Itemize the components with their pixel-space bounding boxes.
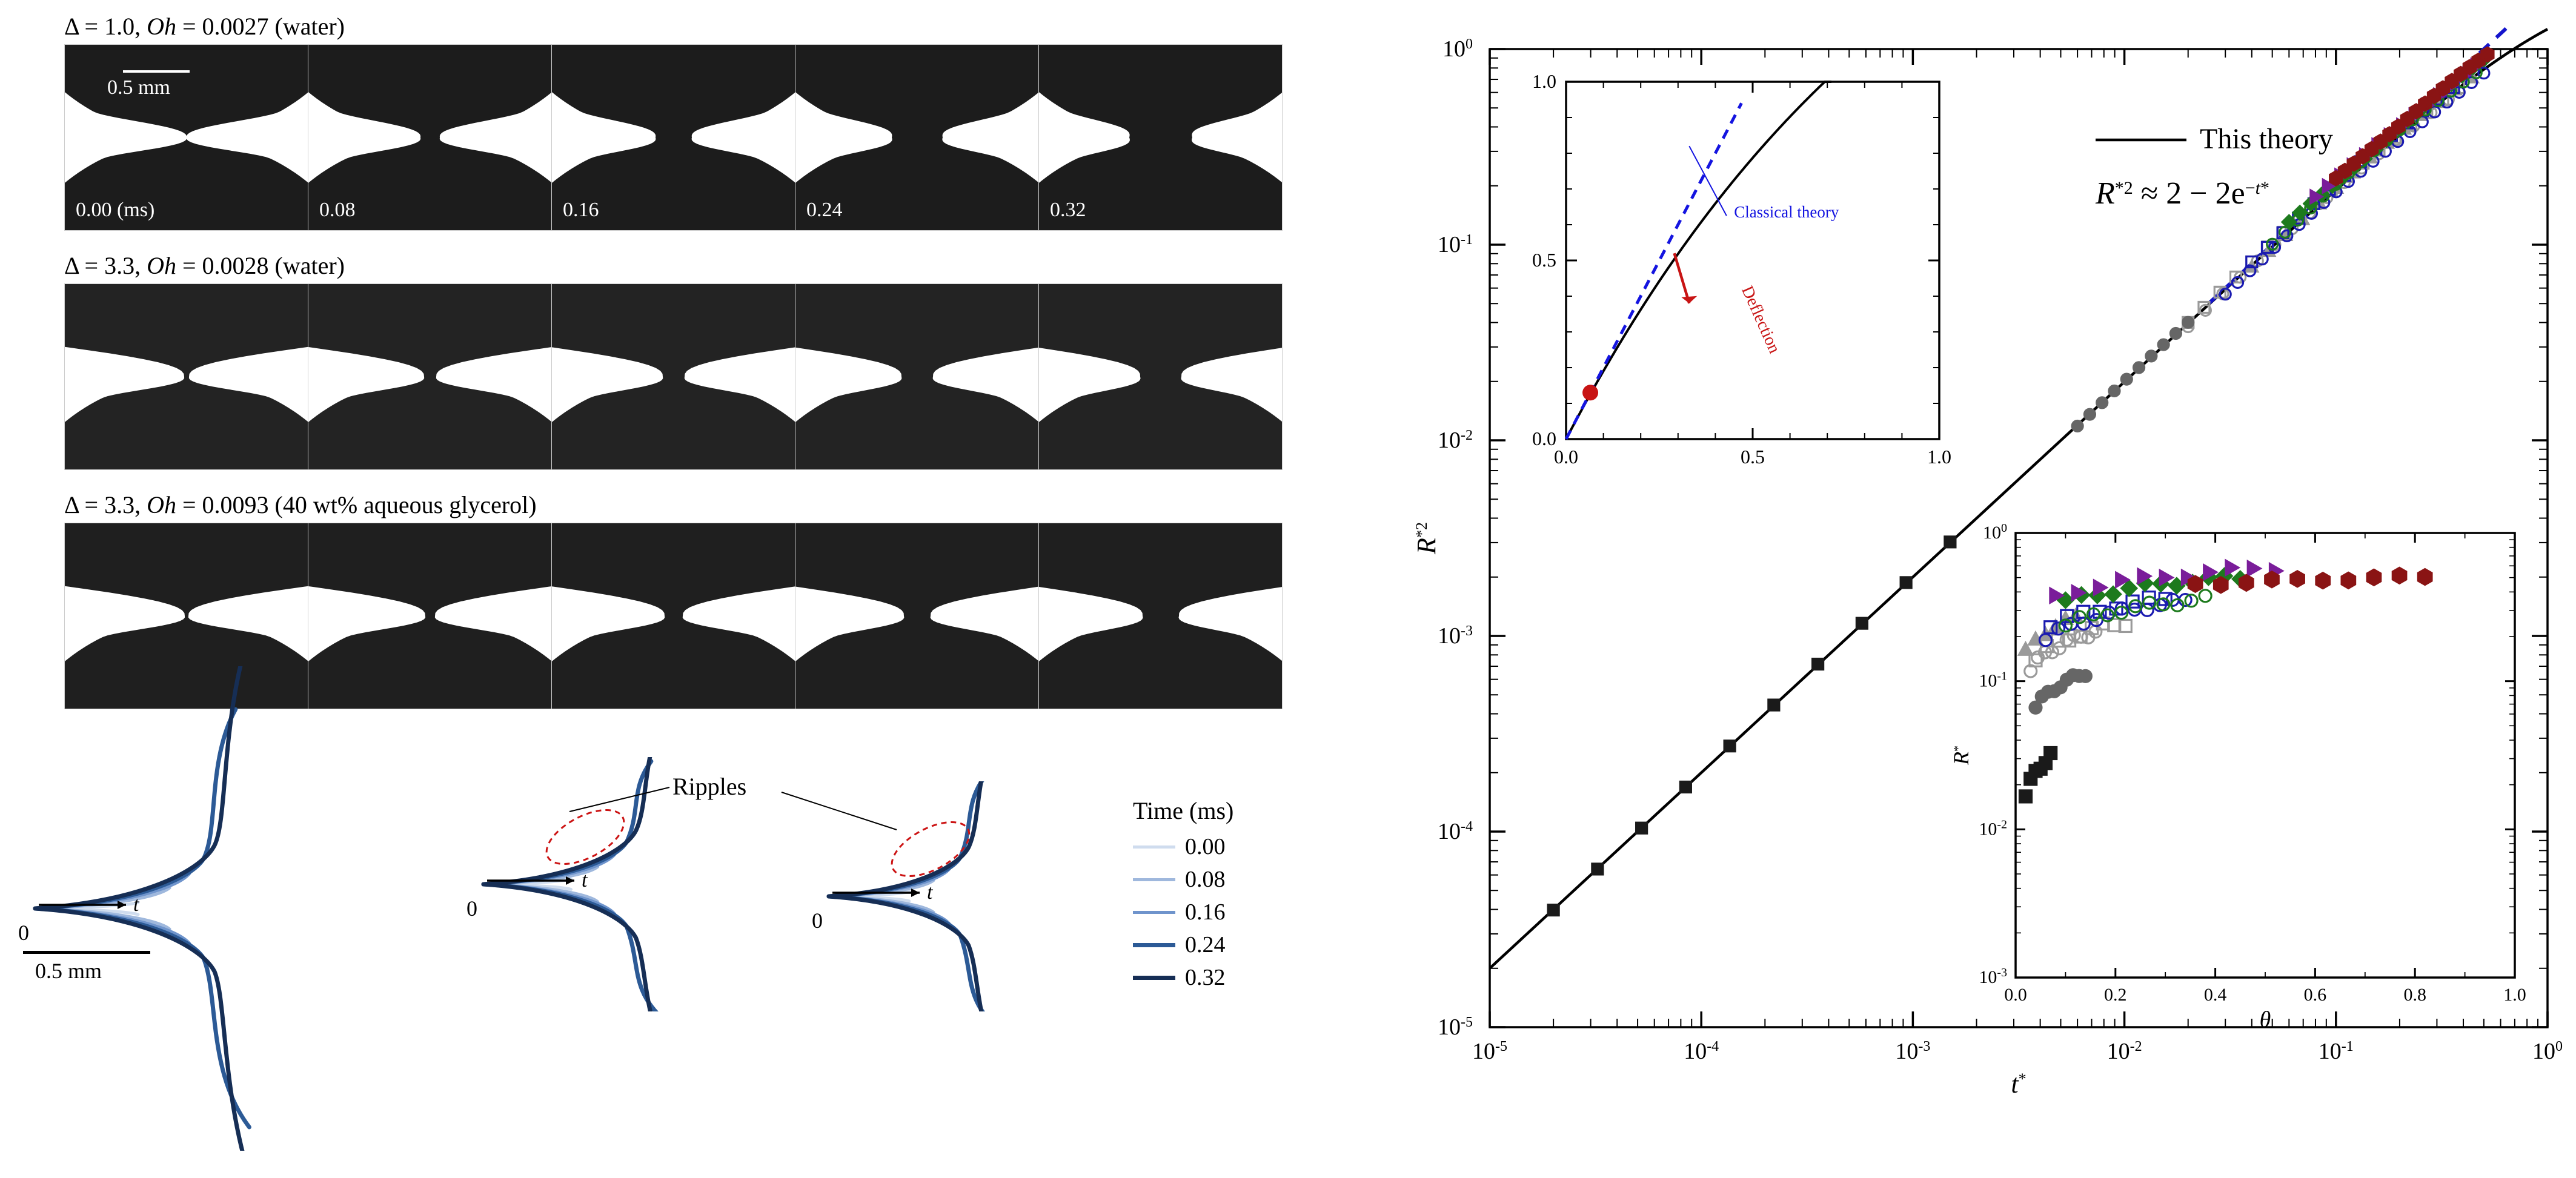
svg-text:10-2: 10-2 [2107,1039,2142,1064]
svg-text:10-5: 10-5 [1472,1039,1507,1064]
svg-text:100: 100 [1983,521,2007,543]
svg-text:t: t [582,869,588,892]
svg-text:t: t [133,893,140,916]
svg-text:θ: θ [2260,1007,2271,1033]
svg-text:0: 0 [812,908,823,933]
svg-text:0.0: 0.0 [2004,985,2027,1005]
svg-text:This theory: This theory [2200,123,2333,155]
svg-text:10-2: 10-2 [1979,818,2007,839]
svg-text:1.0: 1.0 [2503,985,2526,1005]
svg-text:10-1: 10-1 [1438,232,1473,257]
svg-text:0.5: 0.5 [1741,446,1765,468]
svg-text:0.0: 0.0 [1554,446,1578,468]
svg-text:10-3: 10-3 [1979,966,2007,987]
svg-text:0.2: 0.2 [2104,985,2127,1005]
svg-text:100: 100 [2532,1039,2563,1064]
svg-text:t: t [927,881,934,904]
svg-text:1.0: 1.0 [1532,70,1556,92]
svg-text:0: 0 [18,921,29,945]
svg-text:10-4: 10-4 [1438,819,1473,844]
svg-text:0.0: 0.0 [1532,428,1556,449]
svg-text:10-3: 10-3 [1438,623,1473,649]
svg-text:1.0: 1.0 [1927,446,1951,468]
svg-text:10-2: 10-2 [1438,428,1473,453]
svg-text:R*: R* [1949,746,1973,766]
svg-text:0.8: 0.8 [2403,985,2426,1005]
svg-text:10-4: 10-4 [1684,1039,1719,1064]
svg-text:10-1: 10-1 [2319,1039,2354,1064]
svg-text:0: 0 [466,896,477,921]
svg-text:10-5: 10-5 [1438,1014,1473,1040]
svg-text:Classical theory: Classical theory [1734,203,1839,221]
svg-text:0.5: 0.5 [1532,249,1556,271]
svg-text:100: 100 [1442,36,1473,62]
svg-text:10-1: 10-1 [1979,670,2007,691]
svg-text:0.4: 0.4 [2204,985,2227,1005]
svg-text:0.6: 0.6 [2304,985,2327,1005]
svg-text:Deflection: Deflection [1738,283,1784,356]
svg-text:10-3: 10-3 [1895,1039,1930,1064]
svg-text:t*: t* [2011,1069,2026,1099]
svg-text:R*2: R*2 [1412,522,1441,555]
svg-text:R*2 ≈ 2 − 2e−t*: R*2 ≈ 2 − 2e−t* [2095,176,2269,211]
